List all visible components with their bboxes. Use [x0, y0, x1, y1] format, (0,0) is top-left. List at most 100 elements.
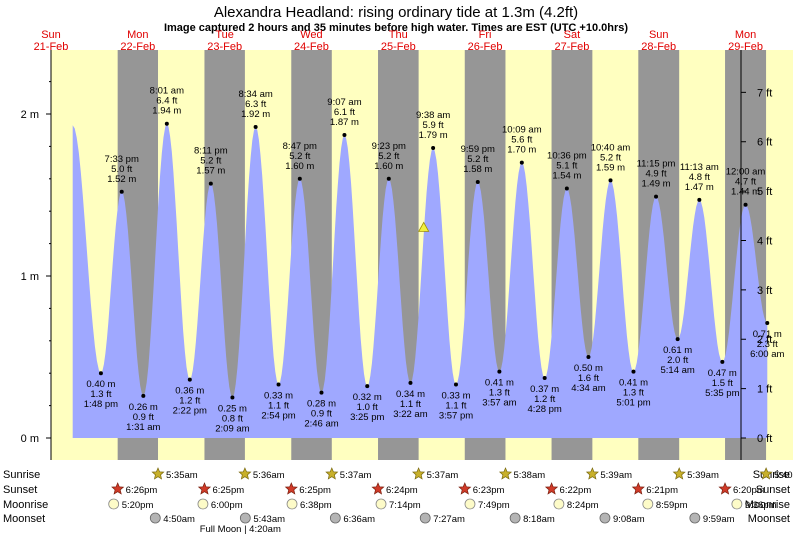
- moonset-time: 4:50am: [163, 514, 195, 525]
- low-tide-label: 0.47 m: [708, 368, 737, 379]
- day-label-dow: Wed: [300, 29, 322, 41]
- low-tide-label: 2:22 pm: [173, 406, 207, 417]
- chart-axes: 0 m 1 m 2 m 0 ft 1 ft 2 ft 3 ft 4 ft 5 ft 6 ft 7 f…: [21, 50, 772, 460]
- low-tide-label: 2.3 ft: [757, 339, 778, 350]
- low-tide-marker: [187, 377, 192, 382]
- low-tide-label: 1:48 pm: [84, 399, 118, 410]
- row-label-sunrise: Sunrise: [3, 469, 40, 481]
- low-tide-marker: [586, 355, 591, 359]
- high-tide-marker: [253, 124, 258, 129]
- day-label-date: 26-Feb: [468, 41, 503, 53]
- row-label-moonrise: Moonrise: [3, 499, 48, 511]
- y-tick-label-ft: 2 ft: [757, 334, 772, 346]
- high-tide-label: 1.79 m: [419, 130, 448, 141]
- moonrise-icon: [553, 498, 565, 510]
- moonset-time: 8:18am: [523, 514, 555, 525]
- high-tide-label: 5.6 ft: [511, 135, 532, 146]
- high-tide-label: 8:34 am: [238, 89, 272, 100]
- day-label-dow: Mon: [735, 29, 756, 41]
- moonrise-time: 5:20pm: [122, 500, 154, 511]
- high-tide-marker: [164, 121, 169, 126]
- low-tide-label: 1.3 ft: [90, 389, 111, 400]
- moonrise-icon: [731, 498, 743, 510]
- sunrise-icon: [585, 467, 599, 480]
- moonset-time: 7:27am: [433, 514, 465, 525]
- sunrise-icon: [498, 467, 513, 480]
- moonrise-time: 6:00pm: [211, 500, 243, 511]
- tide-area: [72, 123, 768, 438]
- sunset-icon: [458, 482, 472, 495]
- moonrise-icon: [286, 498, 298, 510]
- high-tide-label: 4.7 ft: [735, 177, 756, 188]
- y-tick-label-ft: 0 ft: [757, 433, 772, 445]
- y-tick-label-m: 1 m: [21, 271, 39, 283]
- high-tide-label: 12:00 am: [726, 167, 766, 178]
- low-tide-label: 1.0 ft: [357, 402, 378, 413]
- high-tide-marker: [297, 176, 302, 181]
- sunset-time: 6:23pm: [473, 485, 505, 496]
- y-tick-label-m: 0 m: [21, 433, 39, 445]
- row-label-moonset-right: Moonset: [748, 513, 790, 525]
- high-tide-label: 6.4 ft: [156, 96, 177, 107]
- low-tide-label: 0.61 m: [663, 345, 692, 356]
- high-tide-label: 4.8 ft: [689, 172, 710, 183]
- sunset-icon: [284, 482, 298, 495]
- high-tide-label: 1.47 m: [685, 182, 714, 193]
- low-tide-label: 0.9 ft: [311, 409, 332, 420]
- sunrise-time: 5:39am: [687, 470, 719, 481]
- high-tide-label: 9:38 am: [416, 110, 450, 121]
- low-tide-label: 2:09 am: [215, 424, 249, 435]
- moonset-time: 9:08am: [613, 514, 645, 525]
- high-tide-marker: [475, 180, 480, 185]
- low-tide-marker: [631, 369, 636, 374]
- day-label-date: 21-Feb: [34, 41, 69, 53]
- low-tide-label: 0.25 m: [218, 404, 247, 415]
- low-tide-label: 0.36 m: [175, 386, 204, 397]
- high-tide-label: 5.1 ft: [556, 161, 577, 172]
- high-tide-label: 1.52 m: [107, 174, 136, 185]
- high-tide-label: 5.2 ft: [200, 156, 221, 167]
- moonset-time: 5:43am: [253, 514, 285, 525]
- high-tide-label: 8:01 am: [150, 86, 184, 97]
- low-tide-label: 2:46 am: [304, 419, 338, 430]
- sunset-icon: [631, 482, 645, 495]
- day-label-date: 28-Feb: [641, 41, 676, 53]
- extreme-markers: 0.40 m1.3 ft1:48 pm7:33 pm5.0 ft1.52 m0.…: [84, 86, 785, 435]
- low-tide-label: 4:34 am: [571, 383, 605, 394]
- high-tide-label: 1.60 m: [374, 161, 403, 172]
- high-tide-label: 10:09 am: [502, 125, 542, 136]
- high-tide-marker: [519, 160, 524, 165]
- sunrise-icon: [759, 467, 773, 480]
- low-tide-label: 1.5 ft: [712, 378, 733, 389]
- low-tide-label: 5:14 am: [660, 365, 694, 376]
- high-tide-label: 5.2 ft: [378, 151, 399, 162]
- moonrise-icon: [375, 498, 387, 510]
- sunrise-time: 5:36am: [253, 470, 285, 481]
- chart-title: Alexandra Headland: rising ordinary tide…: [214, 4, 578, 21]
- low-tide-marker: [765, 320, 770, 325]
- high-tide-marker: [743, 202, 748, 207]
- day-label-dow: Fri: [479, 29, 492, 41]
- sunset-time: 6:25pm: [212, 485, 244, 496]
- low-tide-label: 1.3 ft: [623, 388, 644, 399]
- moon-phase-label: Full Moon | 4:20am: [200, 524, 281, 535]
- high-tide-label: 5.2 ft: [600, 152, 621, 163]
- high-tide-label: 1.44 m: [731, 187, 760, 198]
- day-label-date: 25-Feb: [381, 41, 416, 53]
- moonrise-time: 7:14pm: [389, 500, 421, 511]
- high-tide-label: 8:47 pm: [283, 141, 317, 152]
- high-tide-label: 1.57 m: [196, 166, 225, 177]
- row-label-sunset-right: Sunset: [756, 484, 790, 496]
- sunset-time: 6:22pm: [560, 485, 592, 496]
- low-tide-marker: [408, 380, 413, 385]
- high-tide-label: 6.3 ft: [245, 99, 266, 110]
- low-tide-label: 0.40 m: [86, 379, 115, 390]
- day-labels: Sun21-FebMon22-FebTue23-FebWed24-FebThu2…: [34, 29, 763, 53]
- sunrise-time: 5:39am: [600, 470, 632, 481]
- high-tide-label: 9:59 pm: [461, 144, 495, 155]
- high-tide-label: 7:33 pm: [105, 154, 139, 165]
- high-tide-label: 1.58 m: [463, 164, 492, 175]
- low-tide-marker: [141, 393, 146, 398]
- y-tick-label-ft: 3 ft: [757, 285, 772, 297]
